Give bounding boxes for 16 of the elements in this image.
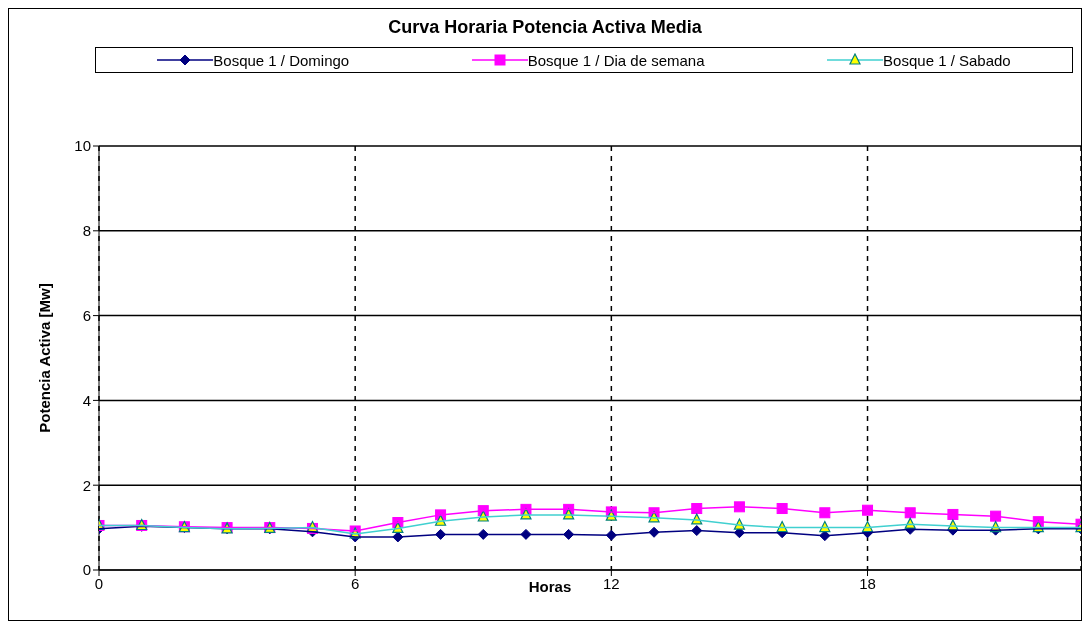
y-tick-label: 0 (82, 561, 91, 579)
y-tick-label: 4 (82, 391, 91, 409)
y-tick-label: 10 (74, 137, 91, 155)
y-tick-label: 2 (82, 476, 91, 494)
x-axis-title: Horas (528, 578, 572, 595)
legend-label: Bosque 1 / Dia de semana (527, 51, 705, 69)
y-tick-label: 6 (82, 306, 91, 324)
x-tick-label: 6 (351, 574, 360, 592)
y-axis-title: Potencia Activa [Mw] (36, 283, 54, 433)
chart-title: Curva Horaria Potencia Activa Media (387, 17, 703, 38)
legend-label: Bosque 1 / Domingo (213, 51, 350, 69)
y-tick-label: 8 (82, 222, 91, 240)
x-tick-label: 18 (859, 574, 876, 592)
legend-label: Bosque 1 / Sabado (883, 51, 1011, 69)
x-tick-label: 0 (94, 574, 104, 592)
x-tick-label: 12 (603, 574, 620, 592)
